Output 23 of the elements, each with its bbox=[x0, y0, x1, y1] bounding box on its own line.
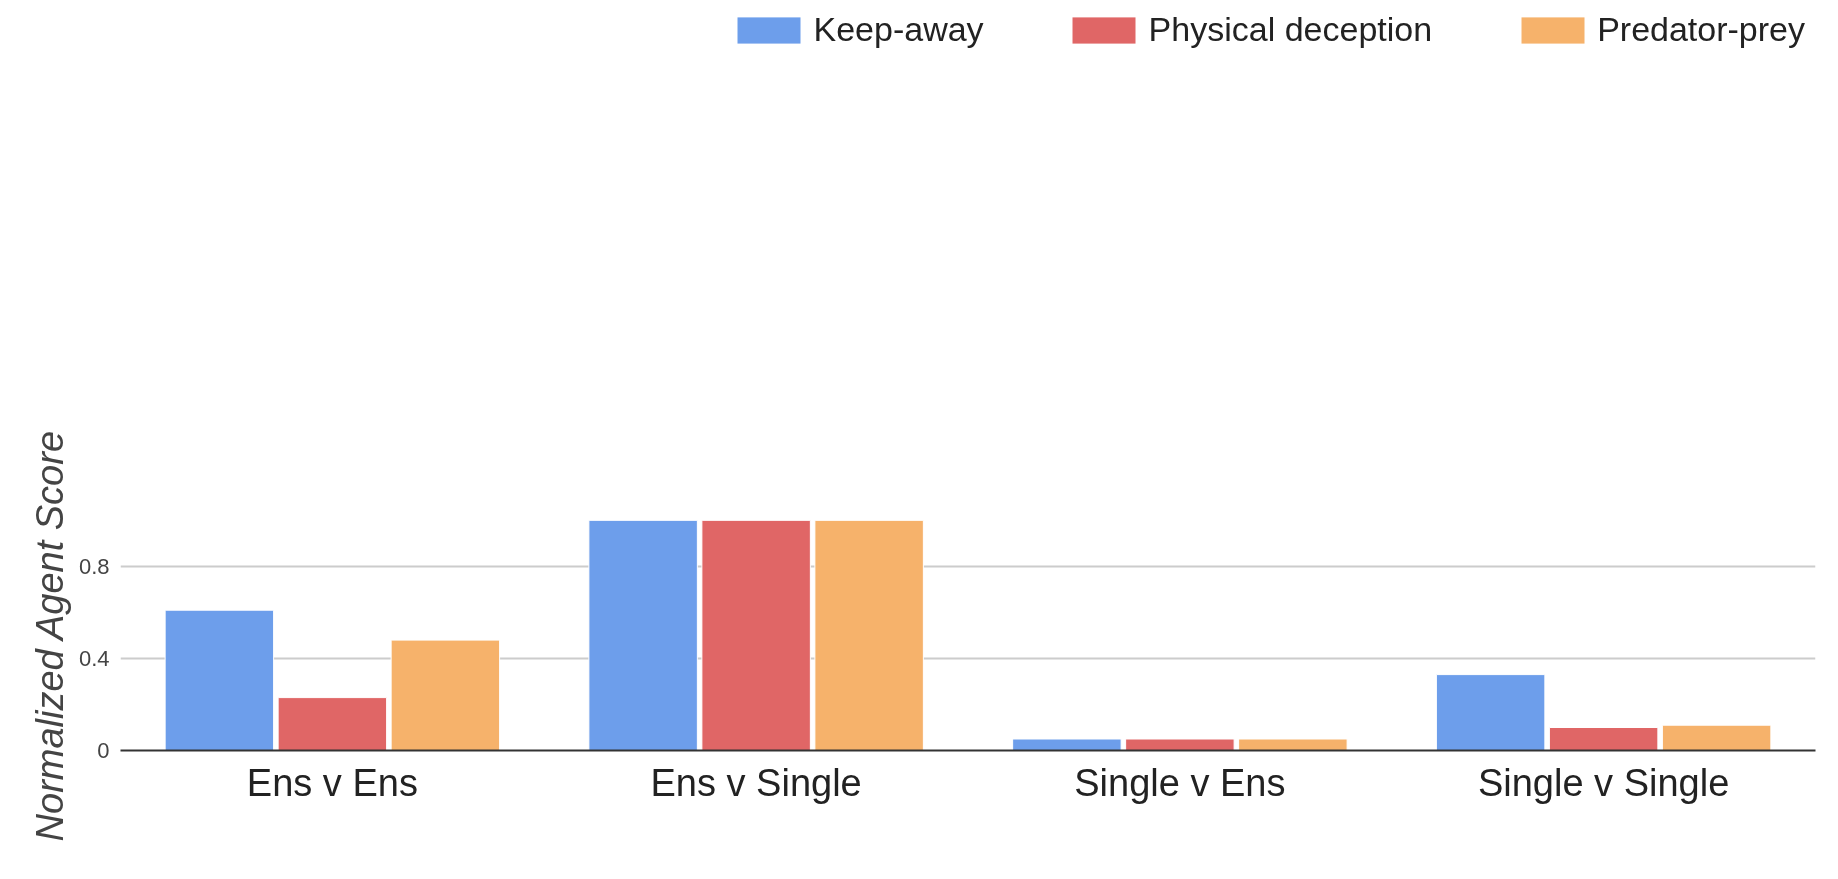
bar bbox=[588, 520, 698, 751]
bar bbox=[1125, 738, 1235, 751]
bar bbox=[1661, 724, 1772, 751]
bar bbox=[814, 520, 924, 751]
y-tick-label: 0.4 bbox=[78, 646, 110, 671]
y-tick-label: 0.8 bbox=[78, 554, 110, 579]
legend-label: Predator-prey bbox=[1597, 10, 1805, 49]
x-tick-label: Single v Ens bbox=[1074, 761, 1286, 804]
bar bbox=[277, 697, 388, 751]
bar bbox=[164, 609, 275, 751]
legend-label: Physical deception bbox=[1148, 10, 1433, 49]
bar bbox=[1238, 738, 1348, 751]
x-tick-label: Single v Single bbox=[1477, 761, 1730, 804]
bar bbox=[1012, 738, 1122, 751]
x-tick-label: Ens v Ens bbox=[246, 761, 418, 804]
legend-label: Keep-away bbox=[813, 10, 984, 49]
y-axis-title: Normalized Agent Score bbox=[28, 430, 71, 842]
bar bbox=[701, 520, 811, 751]
y-tick-label: 0 bbox=[97, 738, 110, 763]
bar bbox=[1548, 727, 1659, 751]
bar bbox=[390, 639, 501, 751]
x-tick-label: Ens v Single bbox=[650, 761, 862, 804]
bar bbox=[1435, 674, 1546, 751]
